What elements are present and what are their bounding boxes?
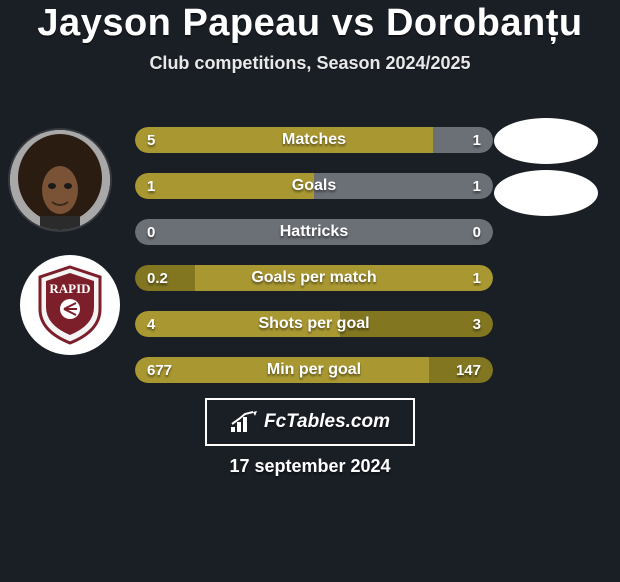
- stat-value-left: 5: [147, 127, 155, 153]
- player-left-avatar-svg: [10, 130, 110, 230]
- club-badge-svg: RAPID: [36, 265, 104, 345]
- stat-row: Matches5 1: [135, 127, 493, 153]
- stat-row: Goals1 1: [135, 173, 493, 199]
- club-badge-left: RAPID: [20, 255, 120, 355]
- stat-value-right: 1: [473, 173, 481, 199]
- stat-label: Hattricks: [135, 219, 493, 245]
- stat-label: Matches: [135, 127, 493, 153]
- stat-value-right: 0: [473, 219, 481, 245]
- stat-row: Shots per goal4 3: [135, 311, 493, 337]
- player-right-silhouette-1: [494, 118, 598, 164]
- page-subtitle: Club competitions, Season 2024/2025: [0, 53, 620, 74]
- brand-text: FcTables.com: [264, 411, 390, 433]
- stat-value-right: 1: [473, 127, 481, 153]
- brand-icon: [230, 411, 258, 433]
- stat-value-right: 3: [473, 311, 481, 337]
- player-right-silhouette-2: [494, 170, 598, 216]
- stat-value-left: 4: [147, 311, 155, 337]
- stat-label: Shots per goal: [135, 311, 493, 337]
- player-left-avatar: [10, 130, 110, 230]
- date-text: 17 september 2024: [0, 456, 620, 477]
- stat-label: Goals: [135, 173, 493, 199]
- stat-label: Goals per match: [135, 265, 493, 291]
- stat-row: Min per goal677 147: [135, 357, 493, 383]
- svg-text:RAPID: RAPID: [49, 281, 90, 296]
- stat-row: Goals per match0.2 1: [135, 265, 493, 291]
- brand-box: FcTables.com: [205, 398, 415, 446]
- stat-value-right: 147: [456, 357, 481, 383]
- stat-value-right: 1: [473, 265, 481, 291]
- stats-bars: Matches51Goals11Hattricks00Goals per mat…: [135, 127, 493, 403]
- stat-value-left: 0: [147, 219, 155, 245]
- stat-label: Min per goal: [135, 357, 493, 383]
- stat-row: Hattricks0 0: [135, 219, 493, 245]
- page-title: Jayson Papeau vs Dorobanțu: [0, 2, 620, 45]
- stat-value-left: 0.2: [147, 265, 168, 291]
- stat-value-left: 677: [147, 357, 172, 383]
- stat-value-left: 1: [147, 173, 155, 199]
